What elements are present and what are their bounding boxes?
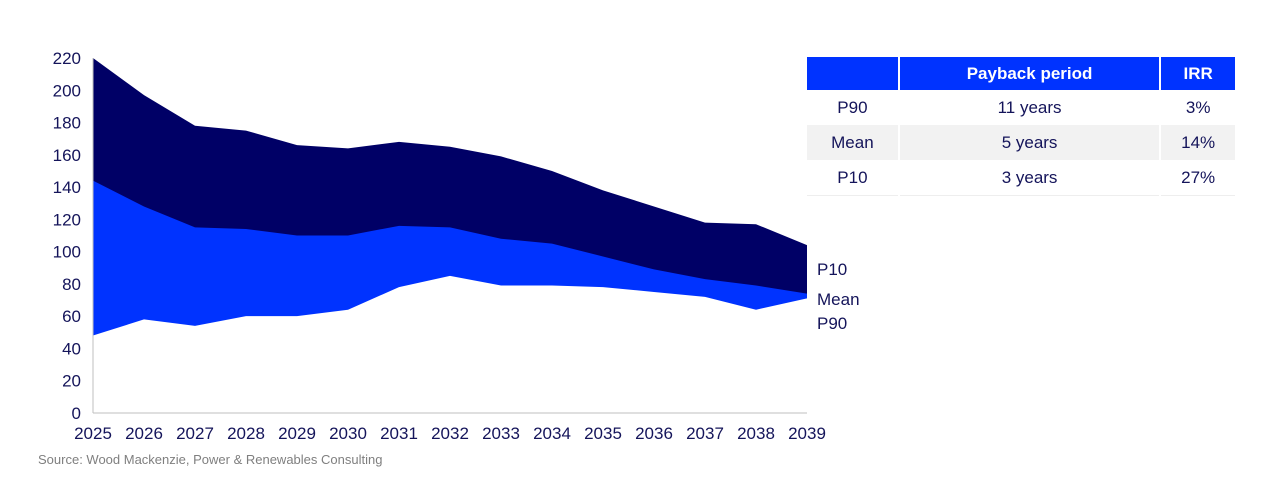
x-tick-label: 2034 — [533, 424, 571, 443]
x-tick-label: 2028 — [227, 424, 265, 443]
y-tick-label: 180 — [53, 114, 81, 133]
series-label-mean: Mean — [817, 290, 860, 309]
y-tick-label: 220 — [53, 49, 81, 68]
payback-irr-table: Payback period IRR P90 11 years 3% Mean … — [807, 57, 1235, 196]
y-tick-label: 60 — [62, 307, 81, 326]
x-tick-label: 2037 — [686, 424, 724, 443]
header-cell: IRR — [1159, 57, 1235, 90]
x-tick-label: 2033 — [482, 424, 520, 443]
y-tick-label: 200 — [53, 81, 81, 100]
x-tick-label: 2035 — [584, 424, 622, 443]
y-tick-label: 20 — [62, 372, 81, 391]
x-tick-label: 2031 — [380, 424, 418, 443]
cell: 3% — [1159, 90, 1235, 125]
table-row: P90 11 years 3% — [807, 90, 1235, 125]
cell: P90 — [837, 97, 868, 117]
y-tick-label: 80 — [62, 275, 81, 294]
area-p90 — [93, 275, 807, 413]
series-label-p10: P10 — [817, 260, 847, 279]
x-tick-label: 2027 — [176, 424, 214, 443]
series-label-p90: P90 — [817, 314, 847, 333]
x-tick-label: 2039 — [788, 424, 826, 443]
x-tick-label: 2038 — [737, 424, 775, 443]
cell: 14% — [1159, 125, 1235, 160]
cell: 5 years — [897, 125, 1161, 160]
header-cell: Payback period — [897, 57, 1161, 90]
table-row: P10 3 years 27% — [807, 160, 1235, 196]
y-tick-label: 160 — [53, 146, 81, 165]
cell: 11 years — [897, 90, 1161, 125]
y-tick-label: 40 — [62, 339, 81, 358]
x-tick-label: 2030 — [329, 424, 367, 443]
x-tick-label: 2029 — [278, 424, 316, 443]
y-tick-label: 140 — [53, 178, 81, 197]
table-row: Mean 5 years 14% — [807, 125, 1235, 160]
y-tick-label: 120 — [53, 210, 81, 229]
x-tick-label: 2026 — [125, 424, 163, 443]
table-header-row: Payback period IRR — [807, 57, 1235, 90]
source-note: Source: Wood Mackenzie, Power & Renewabl… — [38, 452, 383, 467]
y-tick-label: 0 — [72, 404, 81, 423]
x-tick-label: 2025 — [74, 424, 112, 443]
x-tick-label: 2032 — [431, 424, 469, 443]
header-cell — [807, 57, 899, 90]
x-tick-label: 2036 — [635, 424, 673, 443]
cell: Mean — [807, 125, 899, 160]
cell: 3 years — [897, 160, 1161, 196]
y-tick-label: 100 — [53, 243, 81, 262]
cell: 27% — [1159, 160, 1235, 196]
cell: P10 — [807, 160, 899, 196]
